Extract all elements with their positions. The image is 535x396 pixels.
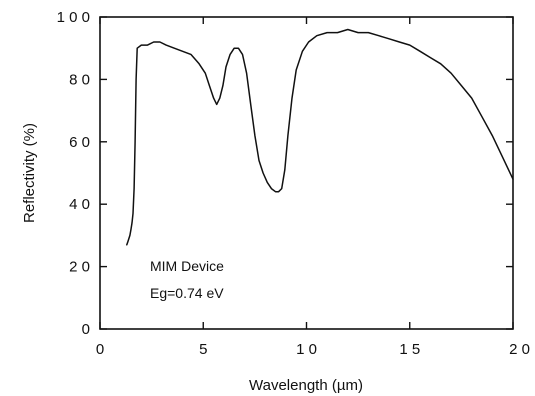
y-tick-label: 1 0 0 bbox=[57, 9, 90, 26]
axis-ticks bbox=[99, 16, 514, 330]
x-tick-label: 1 0 bbox=[296, 341, 317, 358]
annotation-bandgap: Eg=0.74 eV bbox=[150, 285, 224, 301]
x-tick-label: 0 bbox=[96, 341, 104, 358]
plot-frame bbox=[99, 16, 514, 330]
y-tick-labels: 0 2 0 4 0 6 0 8 0 1 0 0 bbox=[57, 9, 90, 338]
reflectivity-curve bbox=[126, 28, 514, 246]
x-tick-label: 2 0 bbox=[509, 341, 530, 358]
y-tick-label: 4 0 bbox=[69, 196, 90, 213]
x-axis-label: Wavelength (µm) bbox=[249, 377, 363, 394]
x-tick-label: 1 5 bbox=[399, 341, 420, 358]
x-tick-labels: 0 5 1 0 1 5 2 0 bbox=[96, 341, 530, 358]
x-tick-label: 5 bbox=[199, 341, 207, 358]
y-tick-label: 8 0 bbox=[69, 71, 90, 88]
y-axis-label: Reflectivity (%) bbox=[21, 123, 38, 223]
y-tick-label: 2 0 bbox=[69, 259, 90, 276]
y-tick-label: 0 bbox=[82, 321, 90, 338]
y-tick-label: 6 0 bbox=[69, 134, 90, 151]
annotation-device: MIM Device bbox=[150, 258, 224, 274]
